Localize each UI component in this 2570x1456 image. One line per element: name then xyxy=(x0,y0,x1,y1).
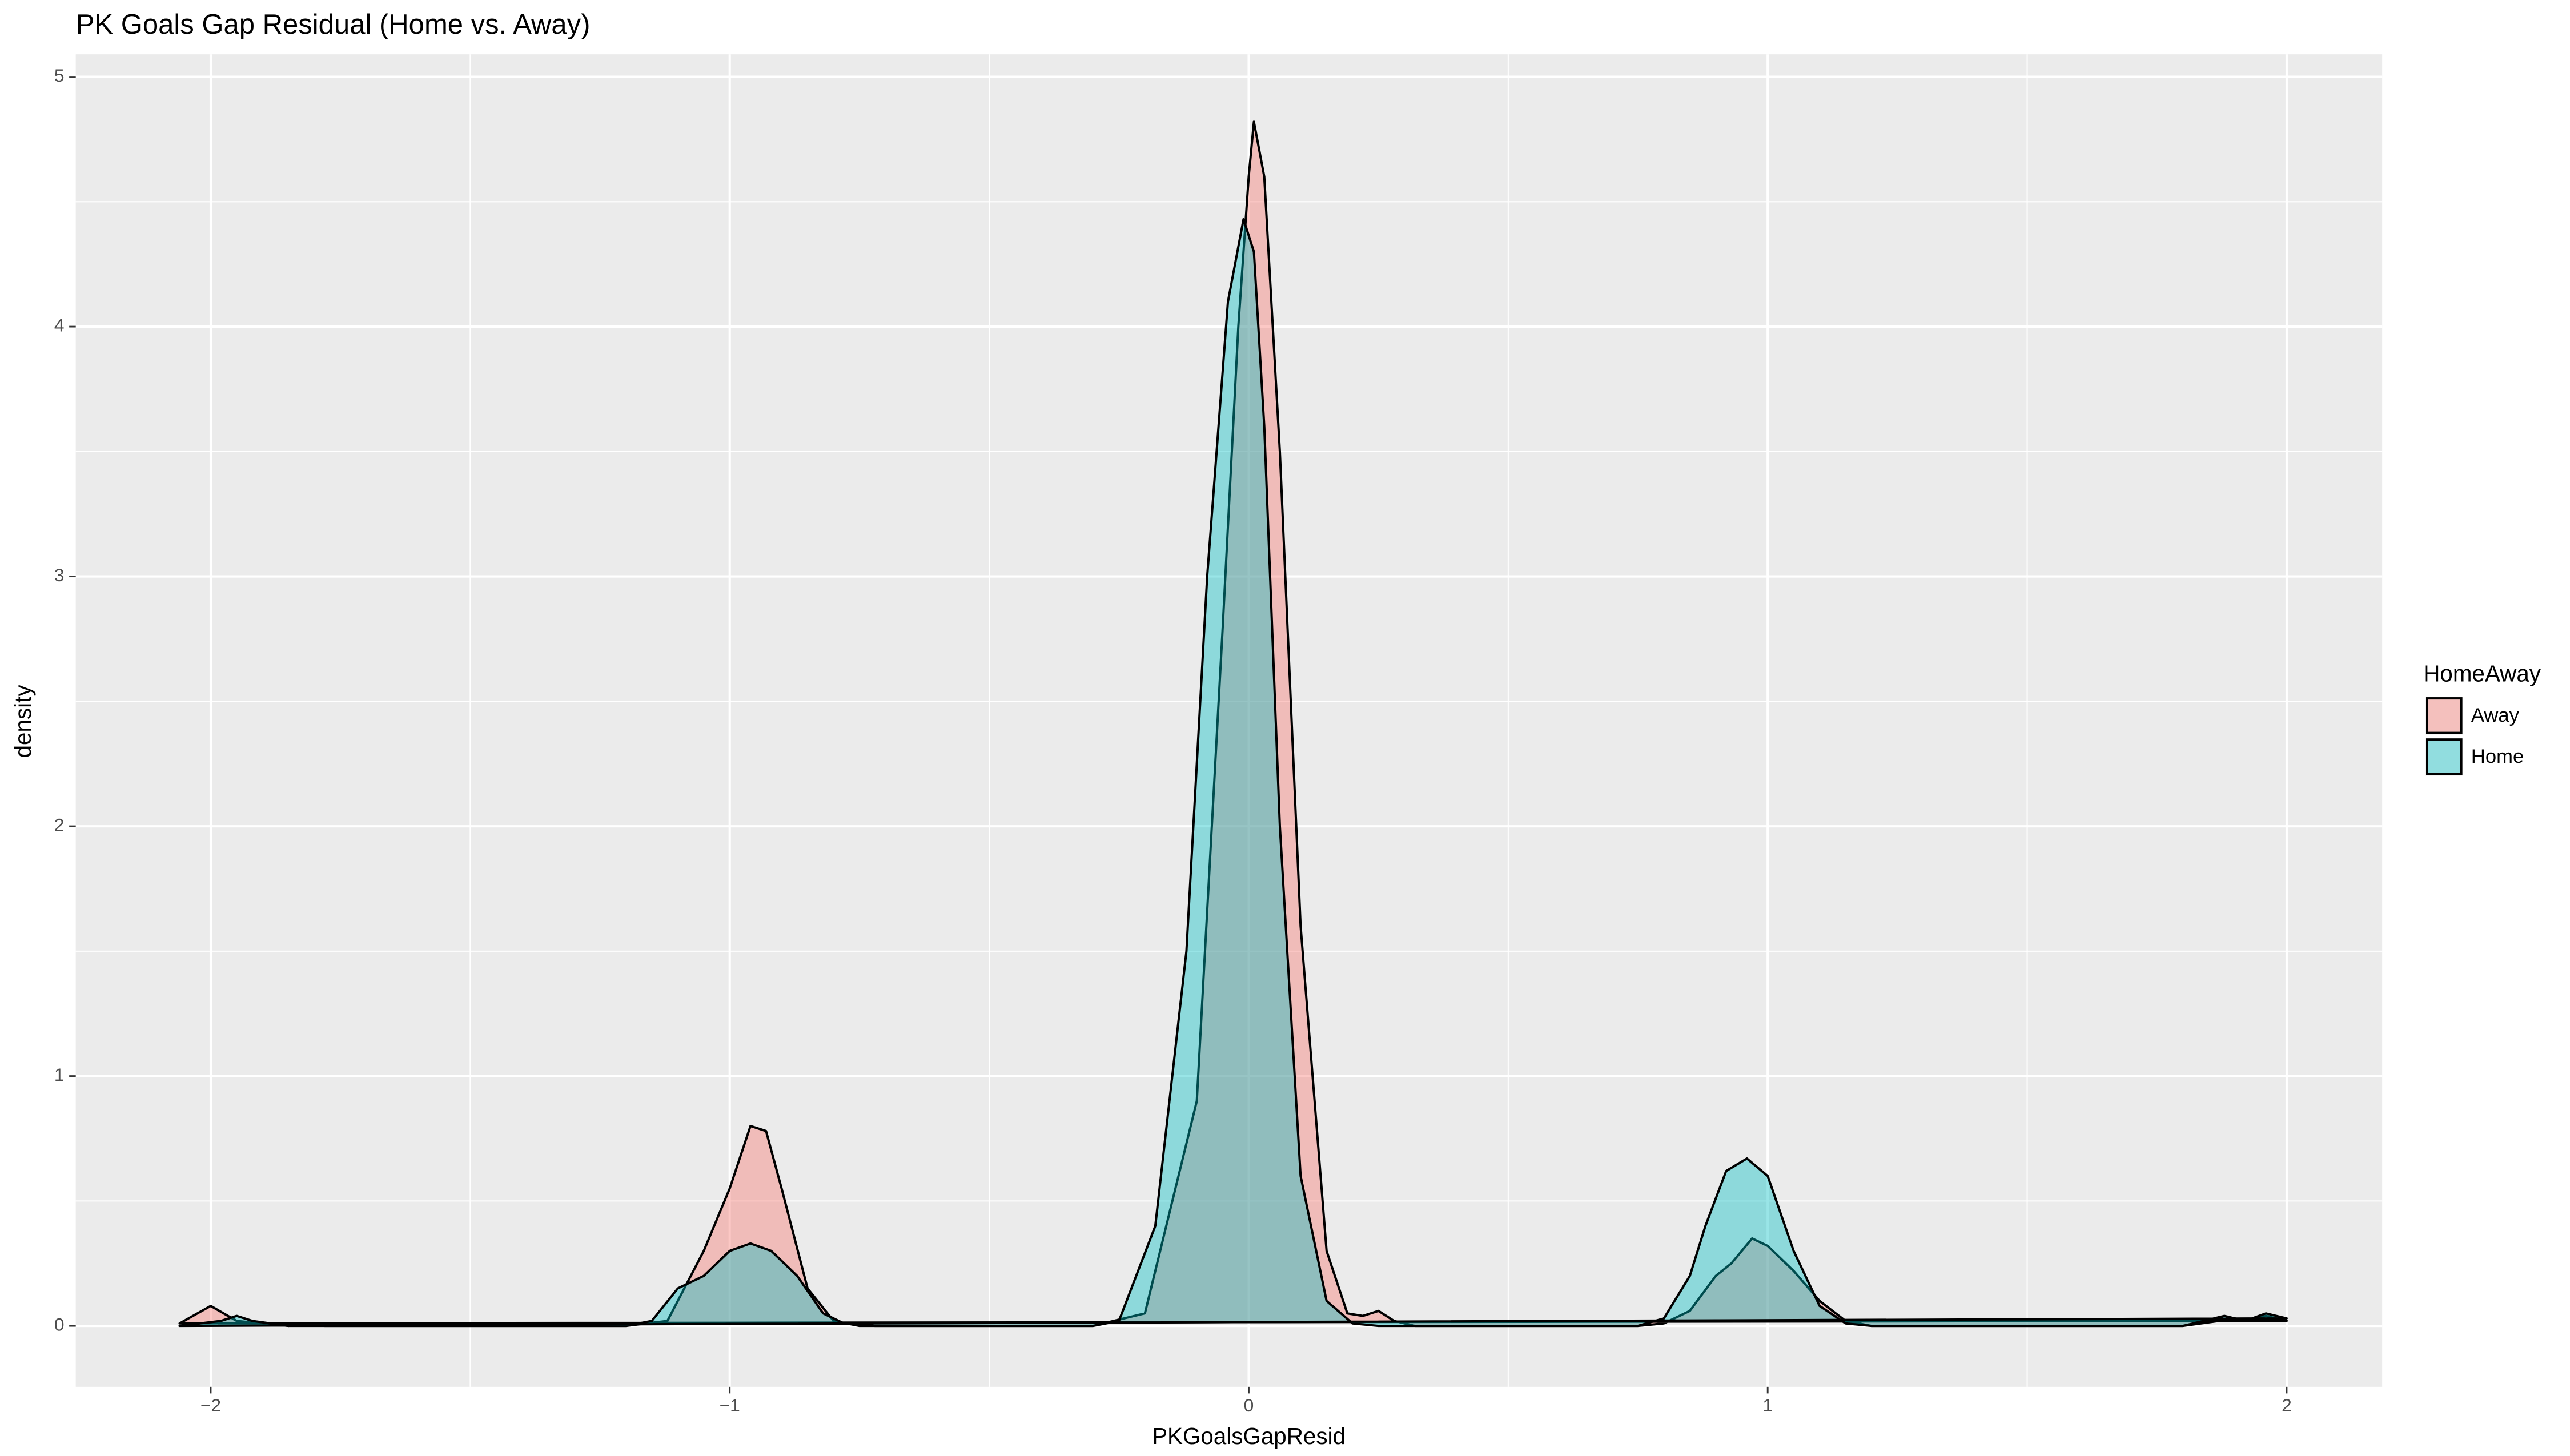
chart-title: PK Goals Gap Residual (Home vs. Away) xyxy=(76,9,591,40)
plot-panel xyxy=(75,54,2383,1387)
y-tick-label: 3 xyxy=(54,565,65,585)
x-tick-label: −2 xyxy=(200,1395,221,1415)
y-tick-label: 2 xyxy=(54,814,65,835)
y-tick-label: 5 xyxy=(54,65,65,86)
y-tick-label: 0 xyxy=(54,1314,65,1334)
x-axis-label: PKGoalsGapResid xyxy=(1152,1423,1346,1449)
density-area xyxy=(178,120,2288,1328)
x-tick-label: −1 xyxy=(720,1395,740,1415)
legend-label: Home xyxy=(2471,746,2524,767)
x-tick-label: 2 xyxy=(2282,1395,2292,1415)
legend-title: HomeAway xyxy=(2423,660,2541,686)
x-tick-label: 1 xyxy=(1762,1395,1773,1415)
legend-key xyxy=(2425,738,2463,776)
legend-swatch xyxy=(2426,738,2463,775)
legend-swatch xyxy=(2426,697,2463,734)
y-tick-label: 1 xyxy=(54,1064,65,1085)
x-tick-label: 0 xyxy=(1244,1395,1254,1415)
legend-key xyxy=(2425,697,2463,735)
legend-label: Away xyxy=(2471,705,2520,726)
y-tick-label: 4 xyxy=(54,315,65,335)
density-area xyxy=(178,218,2288,1328)
y-axis-label: density xyxy=(10,685,36,758)
